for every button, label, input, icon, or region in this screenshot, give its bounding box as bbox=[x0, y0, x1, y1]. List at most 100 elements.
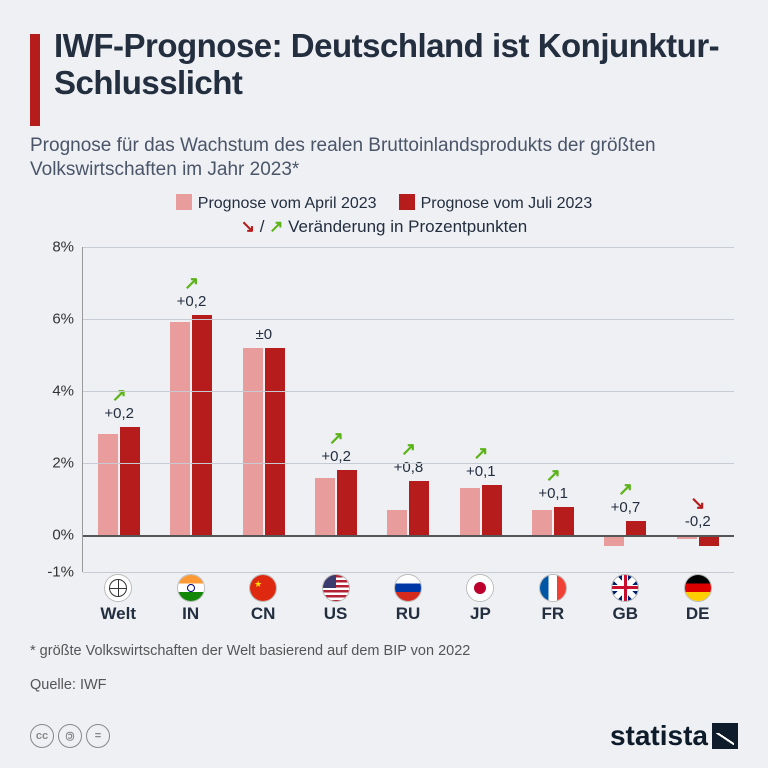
arrow-up-icon: ↗ bbox=[155, 273, 227, 294]
july-bar bbox=[409, 481, 429, 535]
x-category: FR bbox=[517, 572, 589, 627]
july-bar bbox=[699, 535, 719, 546]
x-category: Welt bbox=[82, 572, 154, 627]
x-label: Welt bbox=[82, 604, 154, 624]
april-bar bbox=[387, 510, 407, 535]
x-axis: WeltIN★CNUSRUJPFRGBDE bbox=[82, 572, 734, 627]
july-bar bbox=[554, 507, 574, 536]
april-bar bbox=[460, 488, 480, 535]
chart-subtitle: Prognose für das Wachstum des realen Bru… bbox=[30, 134, 738, 182]
chart: -1%0%2%4%6%8% +0,2↗+0,2↗±0+0,2↗+0,8↗+0,1… bbox=[38, 247, 738, 627]
bar-group: +0,1↗ bbox=[517, 247, 589, 572]
de-flag-icon bbox=[684, 574, 712, 602]
x-category: JP bbox=[444, 572, 516, 627]
x-label: US bbox=[299, 604, 371, 624]
april-bar bbox=[243, 348, 263, 536]
legend-swatch-2 bbox=[399, 194, 415, 210]
legend: Prognose vom April 2023 Prognose vom Jul… bbox=[30, 194, 738, 213]
delta-label: +0,2 bbox=[155, 293, 227, 310]
x-category: RU bbox=[372, 572, 444, 627]
arrow-up-icon: ↗ bbox=[269, 217, 283, 236]
brand-mark-icon bbox=[712, 723, 738, 749]
x-category: GB bbox=[589, 572, 661, 627]
april-bar bbox=[98, 434, 118, 535]
accent-bar bbox=[30, 34, 40, 126]
bar-group: -0,2↘ bbox=[662, 247, 734, 572]
delta-label: +0,1 bbox=[517, 485, 589, 502]
y-tick-label: 8% bbox=[52, 238, 74, 255]
bar-group: +0,2↗ bbox=[83, 247, 155, 572]
bar-group: +0,7↗ bbox=[589, 247, 661, 572]
x-label: IN bbox=[154, 604, 226, 624]
grid-line bbox=[83, 391, 734, 392]
y-tick-label: -1% bbox=[47, 563, 74, 580]
nd-icon: = bbox=[86, 724, 110, 748]
legend-swatch-1 bbox=[176, 194, 192, 210]
delta-label: +0,7 bbox=[589, 499, 661, 516]
delta-label: +0,1 bbox=[445, 463, 517, 480]
legend-change: ↘ / ↗ Veränderung in Prozentpunkten bbox=[30, 217, 738, 237]
arrow-up-icon: ↗ bbox=[589, 479, 661, 500]
arrow-up-icon: ↗ bbox=[372, 439, 444, 460]
x-label: FR bbox=[517, 604, 589, 624]
delta-label: ±0 bbox=[228, 326, 300, 343]
cc-icon: cc bbox=[30, 724, 54, 748]
bar-group: ±0 bbox=[228, 247, 300, 572]
july-bar bbox=[337, 470, 357, 535]
july-bar bbox=[192, 315, 212, 535]
us-flag-icon bbox=[322, 574, 350, 602]
april-bar bbox=[532, 510, 552, 535]
gb-flag-icon bbox=[611, 574, 639, 602]
arrow-up-icon: ↗ bbox=[300, 428, 372, 449]
arrow-up-icon: ↗ bbox=[445, 443, 517, 464]
license-icons: cc 🄯 = bbox=[30, 724, 110, 748]
delta-label: +0,2 bbox=[83, 405, 155, 422]
x-category: IN bbox=[154, 572, 226, 627]
ru-flag-icon bbox=[394, 574, 422, 602]
bar-group: +0,8↗ bbox=[372, 247, 444, 572]
fr-flag-icon bbox=[539, 574, 567, 602]
july-bar bbox=[265, 348, 285, 536]
y-tick-label: 6% bbox=[52, 310, 74, 327]
arrow-up-icon: ↗ bbox=[517, 465, 589, 486]
cn-flag-icon: ★ bbox=[249, 574, 277, 602]
grid-line bbox=[83, 319, 734, 320]
y-tick-label: 0% bbox=[52, 527, 74, 544]
y-tick-label: 2% bbox=[52, 455, 74, 472]
in-flag-icon bbox=[177, 574, 205, 602]
plot-area: +0,2↗+0,2↗±0+0,2↗+0,8↗+0,1↗+0,1↗+0,7↗-0,… bbox=[82, 247, 734, 572]
delta-label: +0,8 bbox=[372, 459, 444, 476]
x-label: DE bbox=[662, 604, 734, 624]
arrow-down-icon: ↘ bbox=[241, 217, 255, 236]
arrow-down-icon: ↘ bbox=[662, 493, 734, 514]
legend-label-1: Prognose vom April 2023 bbox=[198, 195, 377, 212]
chart-title: IWF-Prognose: Deutschland ist Konjunktur… bbox=[54, 28, 738, 102]
april-bar bbox=[604, 535, 624, 546]
x-category: DE bbox=[662, 572, 734, 627]
x-label: RU bbox=[372, 604, 444, 624]
april-bar bbox=[170, 322, 190, 535]
grid-line bbox=[83, 247, 734, 248]
x-label: GB bbox=[589, 604, 661, 624]
grid-line bbox=[83, 463, 734, 464]
legend-label-2: Prognose vom Juli 2023 bbox=[421, 195, 593, 212]
arrow-up-icon: ↗ bbox=[83, 385, 155, 406]
brand-logo: statista bbox=[610, 720, 738, 752]
april-bar bbox=[315, 478, 335, 536]
bar-group: +0,2↗ bbox=[300, 247, 372, 572]
july-bar bbox=[120, 427, 140, 535]
y-axis: -1%0%2%4%6%8% bbox=[38, 247, 78, 572]
july-bar bbox=[482, 485, 502, 536]
source-line: Quelle: IWF bbox=[30, 675, 738, 695]
x-label: JP bbox=[444, 604, 516, 624]
x-label: CN bbox=[227, 604, 299, 624]
by-icon: 🄯 bbox=[58, 724, 82, 748]
jp-flag-icon bbox=[466, 574, 494, 602]
x-category: ★CN bbox=[227, 572, 299, 627]
delta-label: -0,2 bbox=[662, 513, 734, 530]
july-bar bbox=[626, 521, 646, 535]
footnote: * größte Volkswirtschaften der Welt basi… bbox=[30, 641, 738, 661]
x-category: US bbox=[299, 572, 371, 627]
bar-group: +0,1↗ bbox=[445, 247, 517, 572]
globe-flag-icon bbox=[104, 574, 132, 602]
